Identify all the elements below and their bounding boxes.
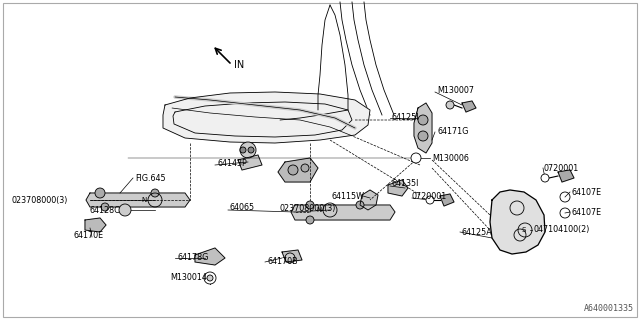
Text: 0720001: 0720001 bbox=[412, 191, 447, 201]
Polygon shape bbox=[558, 170, 574, 182]
Text: 64143P: 64143P bbox=[217, 158, 247, 167]
Polygon shape bbox=[462, 101, 476, 112]
Circle shape bbox=[119, 204, 131, 216]
Circle shape bbox=[446, 101, 454, 109]
Circle shape bbox=[541, 174, 549, 182]
Circle shape bbox=[101, 203, 109, 211]
Circle shape bbox=[95, 188, 105, 198]
Circle shape bbox=[301, 164, 309, 172]
Circle shape bbox=[411, 153, 421, 163]
Polygon shape bbox=[86, 193, 190, 207]
Polygon shape bbox=[85, 218, 106, 232]
Text: 047104100(2): 047104100(2) bbox=[533, 225, 589, 234]
Text: 64135I: 64135I bbox=[392, 179, 419, 188]
Circle shape bbox=[426, 196, 434, 204]
Text: 64178G: 64178G bbox=[177, 253, 209, 262]
Polygon shape bbox=[163, 92, 370, 143]
Text: N: N bbox=[317, 207, 322, 213]
Polygon shape bbox=[388, 180, 408, 196]
Circle shape bbox=[418, 115, 428, 125]
Circle shape bbox=[356, 201, 364, 209]
Circle shape bbox=[240, 142, 256, 158]
Polygon shape bbox=[360, 190, 378, 210]
Polygon shape bbox=[195, 248, 225, 265]
Text: 64107E: 64107E bbox=[572, 207, 602, 217]
Polygon shape bbox=[238, 155, 262, 170]
Polygon shape bbox=[282, 250, 302, 262]
Text: 64170E: 64170E bbox=[74, 230, 104, 239]
Text: 64115W: 64115W bbox=[332, 191, 365, 201]
Circle shape bbox=[248, 147, 254, 153]
Polygon shape bbox=[440, 194, 454, 206]
Text: N: N bbox=[141, 197, 147, 203]
Text: IN: IN bbox=[234, 60, 244, 70]
Circle shape bbox=[151, 189, 159, 197]
Text: 64128C: 64128C bbox=[90, 205, 121, 214]
Text: 64170B: 64170B bbox=[267, 258, 298, 267]
Text: S: S bbox=[522, 227, 526, 233]
Circle shape bbox=[207, 275, 213, 281]
Text: 64171G: 64171G bbox=[437, 126, 468, 135]
Text: M130006: M130006 bbox=[432, 154, 469, 163]
Polygon shape bbox=[291, 205, 395, 220]
Circle shape bbox=[204, 272, 216, 284]
Text: 64125I: 64125I bbox=[392, 113, 419, 122]
Circle shape bbox=[240, 147, 246, 153]
Circle shape bbox=[288, 165, 298, 175]
Text: 64125A: 64125A bbox=[462, 228, 493, 236]
Text: M130007: M130007 bbox=[437, 85, 474, 94]
Text: FIG.645: FIG.645 bbox=[135, 173, 166, 182]
Text: M130014: M130014 bbox=[170, 273, 207, 282]
Circle shape bbox=[285, 253, 295, 263]
Circle shape bbox=[306, 201, 314, 209]
Circle shape bbox=[418, 131, 428, 141]
Polygon shape bbox=[278, 158, 318, 182]
Circle shape bbox=[306, 216, 314, 224]
Text: 023708000(3): 023708000(3) bbox=[12, 196, 68, 204]
Text: 0720001: 0720001 bbox=[543, 164, 579, 172]
Polygon shape bbox=[490, 190, 545, 254]
Text: A640001335: A640001335 bbox=[584, 304, 634, 313]
Text: 64107E: 64107E bbox=[572, 188, 602, 196]
Text: 023708000(3): 023708000(3) bbox=[280, 204, 337, 212]
Polygon shape bbox=[414, 103, 432, 153]
Text: 64065: 64065 bbox=[230, 203, 255, 212]
